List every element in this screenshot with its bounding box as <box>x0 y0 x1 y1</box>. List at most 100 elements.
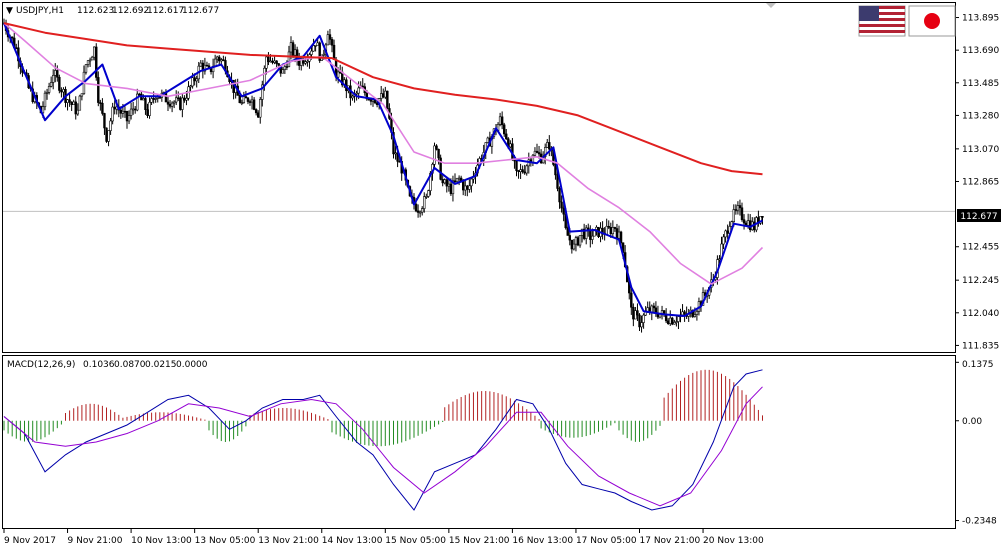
candle-body <box>738 205 742 209</box>
candle-body <box>271 60 274 63</box>
candle-body <box>453 180 457 183</box>
candle-body <box>78 95 82 111</box>
candle-body <box>591 235 594 240</box>
candle-body <box>732 209 736 222</box>
price-pane[interactable] <box>2 2 956 353</box>
candle-body <box>150 98 153 103</box>
candle-body <box>127 115 131 122</box>
candle-body <box>681 311 684 316</box>
candle-body <box>277 63 280 66</box>
candle-body <box>105 127 108 142</box>
candle-body <box>80 93 84 97</box>
candle-body <box>605 225 608 235</box>
candle-body <box>638 314 641 328</box>
candle-body <box>170 102 174 107</box>
candle-body <box>509 143 512 148</box>
time-axis-label: 15 Nov 21:00 <box>449 536 510 546</box>
candle-body <box>185 97 188 101</box>
candle-body <box>425 196 428 198</box>
candle-body <box>466 185 469 190</box>
macd-value-osma: 0.0215 <box>145 360 177 370</box>
candle-body <box>95 46 98 78</box>
macd-value-signal: 0.0870 <box>114 360 146 370</box>
scroll-marker-icon[interactable] <box>766 3 776 8</box>
candle-body <box>574 237 578 245</box>
candle-body <box>203 64 207 72</box>
dropdown-arrow-icon[interactable]: ▼ <box>6 6 13 16</box>
candle-body <box>724 230 727 238</box>
candle-body <box>179 97 182 110</box>
macd-value-main: 0.1036 <box>83 360 115 370</box>
candle-body <box>191 77 194 87</box>
time-axis-label: 17 Nov 21:00 <box>640 536 701 546</box>
candle-body <box>677 316 680 322</box>
candle-body <box>361 85 364 88</box>
candle-body <box>671 317 674 325</box>
macd-header: MACD(12,26,9) <box>7 360 75 370</box>
candle-body <box>146 109 149 116</box>
macd-axis-label: 0.00 <box>962 417 982 427</box>
macd-line-signal <box>3 386 763 507</box>
candle-body <box>543 147 547 158</box>
candle-body <box>447 183 451 187</box>
price-axis-label: 111.835 <box>962 341 999 351</box>
candle-body <box>369 99 373 102</box>
candle-body <box>181 97 184 110</box>
price-axis-label: 113.280 <box>962 111 999 121</box>
candle-body <box>103 113 106 129</box>
candle-body <box>695 311 699 315</box>
price-plot-layer <box>2 18 955 333</box>
time-axis-label: 14 Nov 13:00 <box>322 536 383 546</box>
candle-body <box>386 90 389 109</box>
candle-body <box>427 190 430 197</box>
macd-line-macd <box>3 369 763 511</box>
candle-body <box>199 62 202 67</box>
candle-body <box>351 95 354 99</box>
candle-body <box>525 165 528 174</box>
candle-body <box>519 169 522 173</box>
candle-body <box>291 42 295 56</box>
candle-body <box>90 56 94 61</box>
candle-body <box>152 98 155 100</box>
candle-body <box>285 66 289 68</box>
macd-pane[interactable] <box>2 355 956 529</box>
candle-body <box>576 237 580 246</box>
candle-body <box>129 108 133 116</box>
candle-body <box>240 102 243 104</box>
candle-body <box>66 99 69 103</box>
candle-body <box>302 58 305 64</box>
candle-body <box>683 311 686 315</box>
candle-body <box>15 47 18 49</box>
macd-value-zero: 0.0000 <box>176 360 208 370</box>
candle-body <box>168 103 172 107</box>
candle-body <box>619 231 623 244</box>
candle-body <box>537 152 541 155</box>
candle-body <box>595 226 598 230</box>
price-axis-label: 112.040 <box>962 309 999 319</box>
candle-body <box>195 78 198 82</box>
macd-axis-label: -0.2348 <box>962 517 997 527</box>
candle-body <box>500 116 504 126</box>
candle-body <box>607 225 610 228</box>
candle-body <box>611 227 615 235</box>
candle-body <box>283 66 287 70</box>
candle-body <box>445 179 448 187</box>
candle-body <box>589 229 592 240</box>
candle-body <box>175 97 178 103</box>
ohlc-low: 112.617 <box>147 6 184 16</box>
ohlc-close: 112.677 <box>182 6 219 16</box>
candle-body <box>642 314 645 323</box>
candle-body <box>505 133 508 140</box>
time-axis-label: 9 Nov 2017 <box>4 536 56 546</box>
candle-body <box>54 70 57 76</box>
candle-body <box>72 101 75 105</box>
candle-body <box>86 60 90 65</box>
candle-body <box>669 317 672 324</box>
candle-body <box>62 89 65 93</box>
candle-body <box>60 90 63 93</box>
candle-body <box>521 169 524 173</box>
candle-body <box>761 216 764 218</box>
candle-body <box>486 137 489 143</box>
us-flag-icon <box>858 5 906 37</box>
